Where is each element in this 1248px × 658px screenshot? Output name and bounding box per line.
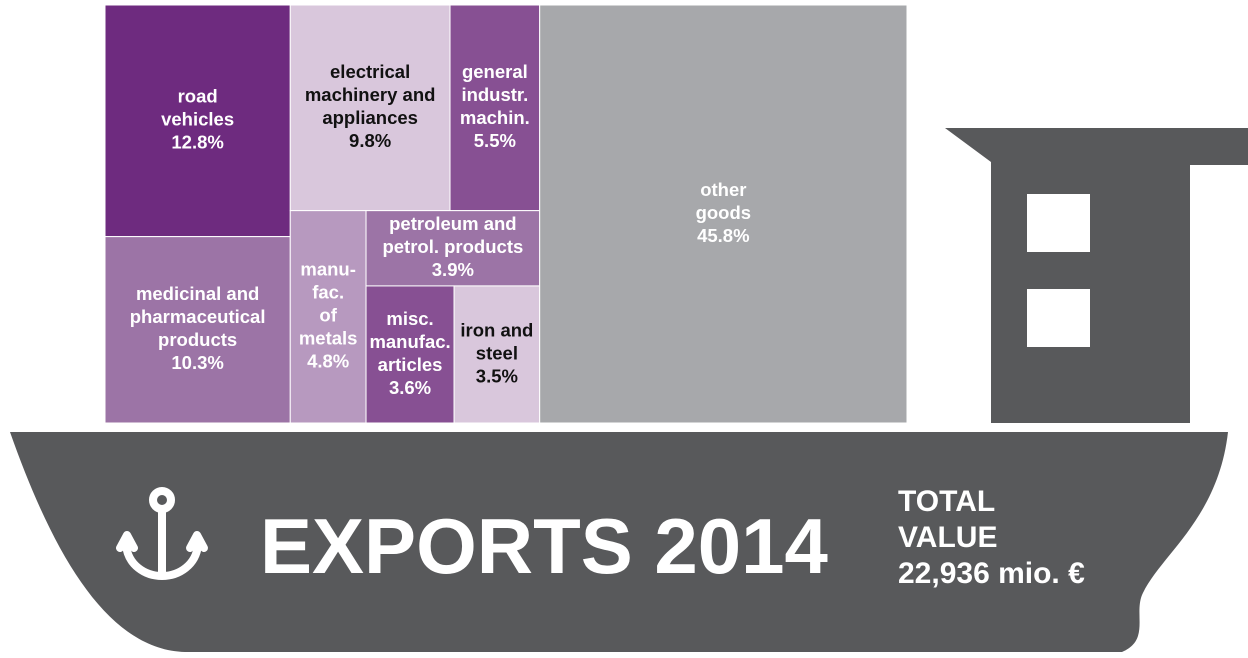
total-label: TOTAL [898, 485, 995, 518]
cell-label: medicinal and [136, 283, 259, 304]
treemap-cell [453, 285, 541, 424]
cell-label: other [700, 179, 746, 200]
cell-label: appliances [322, 107, 418, 128]
cell-label: vehicles [161, 109, 234, 130]
cell-value-label: 45.8% [697, 225, 749, 246]
ship-window [1027, 289, 1090, 347]
cell-value-label: 12.8% [171, 132, 223, 153]
ship-tower [945, 128, 1248, 423]
cell-label: misc. [386, 308, 433, 329]
cell-label: industr. [461, 84, 528, 105]
cell-value-label: 5.5% [474, 130, 516, 151]
cell-label: goods [696, 202, 752, 223]
cell-label: road [178, 86, 218, 107]
cell-label: steel [476, 342, 518, 363]
cell-value-label: 3.5% [476, 365, 518, 386]
treemap-cell [449, 4, 541, 212]
total-label: VALUE [898, 521, 997, 554]
chart-title: EXPORTS 2014 [260, 502, 828, 590]
cell-label: machinery and [305, 84, 436, 105]
cell-label: general [462, 61, 528, 82]
cell-value-label: 9.8% [349, 130, 391, 151]
cell-label: manu- [300, 259, 356, 280]
cell-label: iron and [460, 319, 533, 340]
cell-label: pharmaceutical [130, 306, 266, 327]
cell-value-label: 3.9% [432, 259, 474, 280]
treemap-cell [539, 4, 908, 424]
cell-label: articles [378, 354, 443, 375]
cell-label: petroleum and [389, 213, 516, 234]
cell-label: manufac. [369, 331, 450, 352]
cell-label: electrical [330, 61, 410, 82]
treemap-cell [289, 210, 367, 424]
anchor-icon [116, 487, 208, 581]
cell-label: of [319, 305, 337, 326]
cell-label: petrol. products [382, 236, 523, 257]
cell-value-label: 4.8% [307, 351, 349, 372]
ship-hull [10, 432, 1228, 652]
treemap-cell [104, 236, 291, 424]
cell-label: products [158, 329, 237, 350]
treemap-cell [289, 4, 451, 212]
cell-label: fac. [312, 282, 344, 303]
ship-window [1027, 194, 1090, 252]
cell-label: metals [299, 328, 358, 349]
total-value: 22,936 mio. € [898, 557, 1085, 590]
treemap-cell [365, 210, 541, 287]
cell-value-label: 3.6% [389, 377, 431, 398]
cell-value-label: 10.3% [171, 352, 223, 373]
cell-label: machin. [460, 107, 530, 128]
